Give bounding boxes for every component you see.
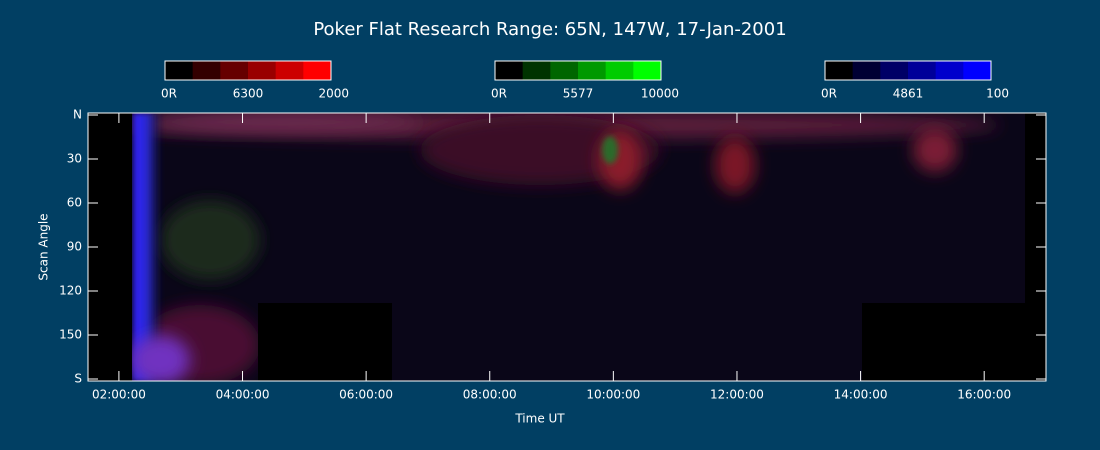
y-tick-label: 120: [59, 284, 82, 298]
colorbar-tick-label: 2000: [318, 87, 349, 101]
colorbar-name: 6300: [233, 87, 264, 101]
x-tick-label: 02:00:00: [92, 388, 146, 402]
colorbar-step: [495, 61, 524, 80]
y-tick-label: 150: [59, 328, 82, 342]
colorbar-step: [963, 61, 992, 80]
y-axis-label: Scan Angle: [37, 213, 51, 280]
colorbar-step: [908, 61, 937, 80]
y-tick-label: 60: [67, 196, 82, 210]
y-tick-label: S: [74, 372, 82, 386]
y-tick-label: 30: [67, 152, 82, 166]
colorbar-name: 5577: [563, 87, 594, 101]
chart-title: Poker Flat Research Range: 65N, 147W, 17…: [313, 19, 786, 40]
colorbar-frame: [164, 60, 332, 81]
colorbar-step: [852, 61, 881, 80]
colorbar-step: [825, 61, 854, 80]
y-tick-label: 90: [67, 240, 82, 254]
colorbar-step: [880, 61, 909, 80]
colorbar-frame: [494, 60, 662, 81]
x-tick-label: 08:00:00: [463, 388, 517, 402]
colorbar-tick-label: 10000: [641, 87, 679, 101]
colorbar-step: [633, 61, 662, 80]
x-tick-label: 04:00:00: [216, 388, 270, 402]
colorbar-step: [165, 61, 194, 80]
colorbar-tick-label: 0R: [161, 87, 177, 101]
x-tick-label: 16:00:00: [957, 388, 1011, 402]
keogram-image: [88, 113, 1046, 381]
colorbar-step: [303, 61, 332, 80]
colorbar-step: [275, 61, 304, 80]
x-tick-label: 06:00:00: [339, 388, 393, 402]
x-axis-label: Time UT: [514, 412, 565, 426]
x-tick-label: 10:00:00: [586, 388, 640, 402]
x-tick-label: 12:00:00: [710, 388, 764, 402]
colorbar-step: [605, 61, 634, 80]
colorbar-tick-label: 0R: [491, 87, 507, 101]
colorbar-tick-label: 100: [986, 87, 1009, 101]
colorbar-step: [935, 61, 964, 80]
colorbar-step: [578, 61, 607, 80]
colorbar-tick-label: 0R: [821, 87, 837, 101]
colorbar-name: 4861: [893, 87, 924, 101]
colorbar-step: [550, 61, 579, 80]
colorbar-step: [220, 61, 249, 80]
x-tick-label: 14:00:00: [834, 388, 888, 402]
colorbar-step: [192, 61, 221, 80]
y-tick-label: N: [73, 108, 82, 122]
colorbar-step: [522, 61, 551, 80]
colorbar-step: [248, 61, 277, 80]
colorbar-frame: [824, 60, 992, 81]
